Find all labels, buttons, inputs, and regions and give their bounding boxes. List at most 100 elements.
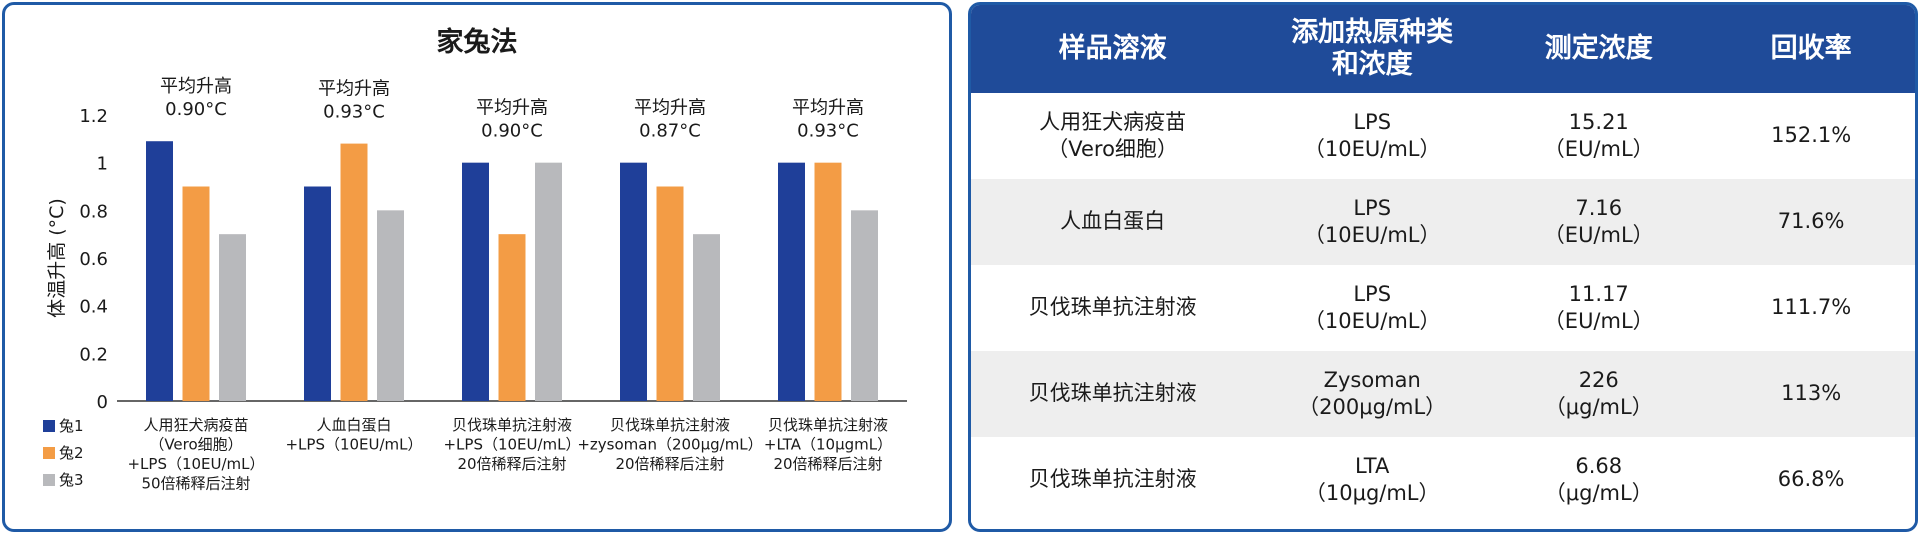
chart-title: 家兔法 (437, 26, 518, 58)
table-cell: Zysoman （200μg/mL） (1254, 351, 1491, 437)
table-cell-text: 66.8% (1777, 467, 1845, 492)
table-cell-text: Zysoman (1323, 367, 1421, 392)
bar-兔1-4 (620, 162, 647, 401)
table-cell: 226 （μg/mL） (1490, 351, 1708, 437)
group-annotation: 平均升高 (634, 98, 706, 119)
x-tick-label: 20倍稀释后注射 (773, 455, 882, 473)
bar-兔3-3 (535, 162, 562, 401)
recovery-table-panel: 样品溶液 添加热原种类 和浓度 测定浓度 回收率 人用狂犬病疫苗 （Vero细胞） LPS （… (968, 2, 1918, 532)
table-cell: 71.6% (1707, 179, 1915, 265)
table-cell: 152.1% (1707, 93, 1915, 179)
table-cell-text: （EU/mL） (1543, 223, 1654, 247)
bar-兔1-3 (462, 162, 489, 401)
table-body: 人用狂犬病疫苗 （Vero细胞） LPS （10EU/mL） 15.21 （EU/mL） 1… (971, 93, 1915, 523)
table-cell-text: 6.68 (1575, 453, 1623, 478)
x-tick-label: +LPS（10EU/mL） (127, 455, 264, 473)
table-cell-text: 7.16 (1575, 195, 1623, 220)
table-cell: LPS （10EU/mL） (1254, 93, 1491, 179)
table-header-text: 样品溶液 (1058, 32, 1167, 64)
legend-label: 兔3 (59, 471, 84, 489)
table-header-cell: 测定浓度 (1490, 5, 1708, 93)
x-tick-label: 20倍稀释后注射 (615, 455, 724, 473)
table-row: 贝伐珠单抗注射液 Zysoman （200μg/mL） 226 （μg/mL） 113% (971, 351, 1915, 437)
table-cell: LPS （10EU/mL） (1254, 265, 1491, 351)
y-tick-label: 1.2 (79, 106, 108, 127)
table-cell: 人血白蛋白 (971, 179, 1255, 265)
chart-panel: 家兔法 0 0.2 0.4 0.6 0.8 1 1.2 体温升高 (°C) 平均升高 0.90°C 平… (2, 2, 952, 532)
x-tick-label: 人用狂犬病疫苗 (143, 416, 248, 434)
table-cell-text: （EU/mL） (1543, 309, 1654, 333)
y-tick-label: 0.4 (79, 297, 108, 318)
table-cell-text: 贝伐珠单抗注射液 (1028, 381, 1197, 406)
bar-兔2-4 (656, 186, 684, 401)
table-cell-text: （10EU/mL） (1303, 309, 1441, 333)
group-annotation: 0.90°C (481, 121, 543, 142)
table-header-text: 和浓度 (1331, 49, 1413, 80)
bar-兔2-2 (340, 143, 368, 401)
table-cell-text: 人用狂犬病疫苗 (1039, 109, 1187, 134)
group-annotation: 平均升高 (476, 98, 548, 119)
table-header-row: 样品溶液 添加热原种类 和浓度 测定浓度 回收率 (971, 5, 1915, 93)
x-tick-label: +zysoman（200μg/mL） (577, 436, 762, 454)
table-cell: 人用狂犬病疫苗 （Vero细胞） (971, 93, 1255, 179)
table-cell: 贝伐珠单抗注射液 (971, 265, 1255, 351)
x-tick-label: 贝伐珠单抗注射液 (610, 416, 730, 434)
legend-swatch-兔2 (43, 447, 55, 459)
table-cell-text: 贝伐珠单抗注射液 (1028, 295, 1197, 320)
table-cell: 贝伐珠单抗注射液 (971, 437, 1255, 523)
table-cell: LTA （10μg/mL） (1254, 437, 1491, 523)
table-header-cell: 添加热原种类 和浓度 (1254, 5, 1491, 93)
table-cell-text: LPS (1353, 109, 1392, 134)
table-cell: LPS （10EU/mL） (1254, 179, 1491, 265)
bar-兔2-1 (182, 186, 210, 401)
y-tick-label: 0.8 (79, 201, 108, 222)
bar-兔1-5 (778, 162, 805, 401)
bar-兔1-2 (304, 186, 331, 401)
table-header-text: 回收率 (1770, 32, 1852, 64)
x-tick-label: （Vero细胞） (149, 436, 242, 454)
x-tick-label: 50倍稀释后注射 (141, 475, 250, 493)
table-cell-text: 贝伐珠单抗注射液 (1028, 467, 1197, 492)
y-tick-label: 0 (97, 392, 108, 413)
y-tick-label: 0.2 (79, 344, 108, 365)
recovery-table: 样品溶液 添加热原种类 和浓度 测定浓度 回收率 人用狂犬病疫苗 （Vero细胞） LPS （… (971, 5, 1915, 523)
group-annotation: 0.90°C (165, 99, 227, 120)
table-header-text: 测定浓度 (1544, 32, 1653, 64)
bar-兔1-1 (146, 141, 173, 401)
table-cell: 111.7% (1707, 265, 1915, 351)
y-axis-label: 体温升高 (°C) (46, 198, 68, 318)
table-cell-text: （10EU/mL） (1303, 137, 1441, 161)
table-cell-text: 226 (1578, 367, 1619, 392)
table-cell-text: （EU/mL） (1543, 137, 1654, 161)
table-header-cell: 样品溶液 (971, 5, 1255, 93)
y-tick-label: 0.6 (79, 249, 108, 270)
table-cell: 15.21 （EU/mL） (1490, 93, 1708, 179)
legend-swatch-兔3 (43, 474, 55, 486)
table-cell-text: （200μg/mL） (1298, 395, 1447, 419)
table-header-text: 添加热原种类 (1291, 16, 1454, 48)
table-cell-text: LPS (1353, 195, 1392, 220)
table-cell: 6.68 （μg/mL） (1490, 437, 1708, 523)
table-cell-text: 113% (1781, 381, 1842, 406)
x-tick-label: 贝伐珠单抗注射液 (452, 416, 572, 434)
table-cell-text: （10EU/mL） (1303, 223, 1441, 247)
x-tick-label: 人血白蛋白 (316, 416, 391, 434)
table-cell-text: 152.1% (1771, 123, 1852, 148)
table-cell: 113% (1707, 351, 1915, 437)
bar-兔2-3 (498, 234, 526, 401)
group-annotation: 平均升高 (160, 76, 232, 97)
table-cell-text: 15.21 (1568, 109, 1629, 134)
group-annotation: 平均升高 (792, 98, 864, 119)
x-tick-label: 20倍稀释后注射 (457, 455, 566, 473)
x-tick-label: +LPS（10EU/mL） (443, 436, 580, 454)
group-annotation: 0.93°C (797, 121, 859, 142)
table-cell-text: （10μg/mL） (1304, 481, 1440, 505)
legend-swatch-兔1 (43, 420, 55, 432)
table-cell-text: 71.6% (1777, 209, 1845, 234)
x-tick-label: 贝伐珠单抗注射液 (768, 416, 888, 434)
x-tick-label: +LPS（10EU/mL） (285, 436, 422, 454)
legend-label: 兔2 (59, 444, 84, 462)
group-annotation: 0.93°C (323, 102, 385, 123)
table-row: 贝伐珠单抗注射液 LTA （10μg/mL） 6.68 （μg/mL） 66.8% (971, 437, 1915, 523)
